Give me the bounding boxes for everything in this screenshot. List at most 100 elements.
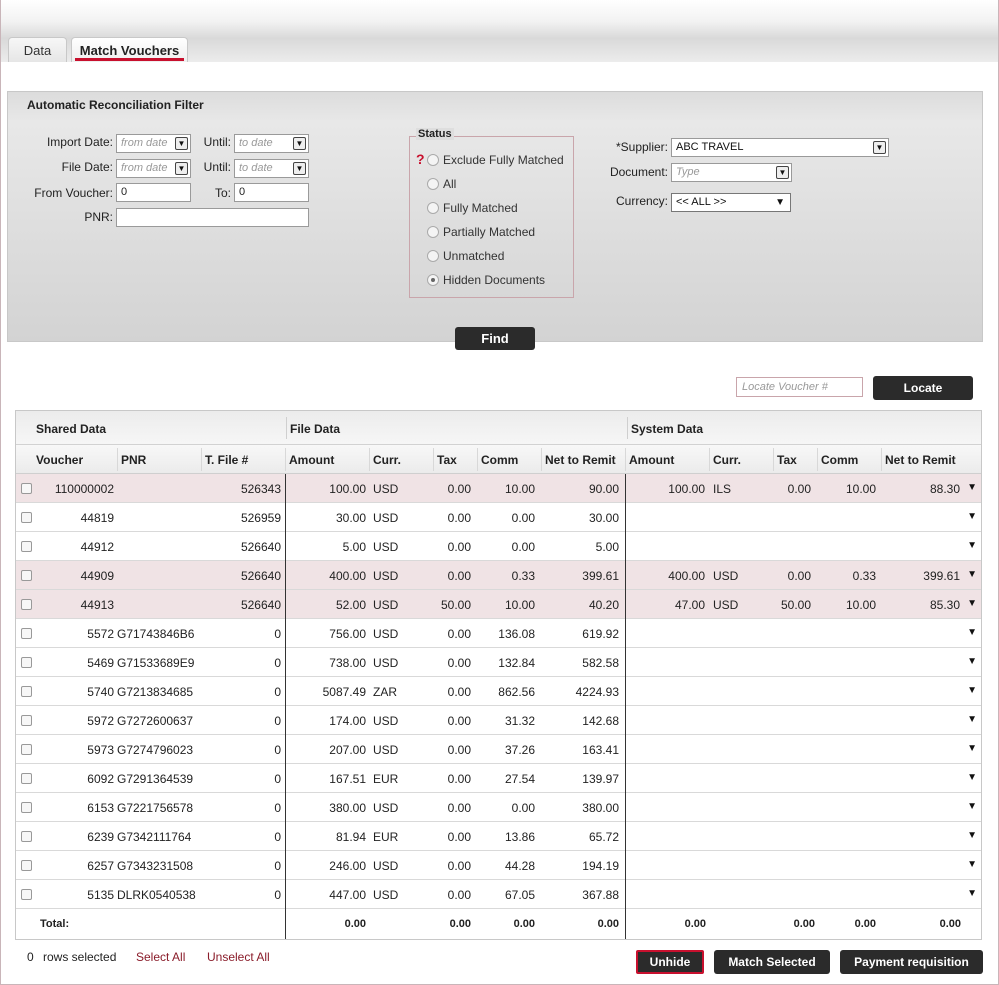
row-checkbox[interactable] <box>21 686 32 697</box>
col-tfile[interactable]: T. File # <box>205 453 249 467</box>
file-date-until-field[interactable]: to date ▼ <box>234 159 309 178</box>
row-checkbox[interactable] <box>21 570 32 581</box>
row-dropdown-icon[interactable]: ▼ <box>967 888 977 899</box>
col-sys-curr[interactable]: Curr. <box>713 453 742 467</box>
currency-select[interactable]: << ALL >> ▼ <box>671 193 791 212</box>
find-button[interactable]: Find <box>455 327 535 350</box>
table-row[interactable]: 6092 G7291364539 0 167.51 EUR 0.00 27.54 139.97… <box>16 764 981 793</box>
table-row[interactable]: 5972 G7272600637 0 174.00 USD 0.00 31.32 142.68… <box>16 706 981 735</box>
row-dropdown-icon[interactable]: ▼ <box>967 830 977 841</box>
row-checkbox[interactable] <box>21 831 32 842</box>
row-checkbox[interactable] <box>21 541 32 552</box>
table-row[interactable]: 5740 G7213834685 0 5087.49 ZAR 0.00 862.56 4224… <box>16 677 981 706</box>
total-sys-amount: 0.00 <box>684 918 706 930</box>
row-dropdown-icon[interactable]: ▼ <box>967 685 977 696</box>
row-dropdown-icon[interactable]: ▼ <box>967 801 977 812</box>
table-row[interactable]: 5973 G7274796023 0 207.00 USD 0.00 37.26 163.41… <box>16 735 981 764</box>
match-selected-button[interactable]: Match Selected <box>714 950 830 974</box>
pnr-input[interactable] <box>116 208 309 227</box>
chevron-down-icon[interactable]: ▼ <box>175 137 188 150</box>
row-dropdown-icon[interactable]: ▼ <box>967 714 977 725</box>
cell-f-curr: EUR <box>373 830 399 844</box>
payment-requisition-button[interactable]: Payment requisition <box>840 950 983 974</box>
row-dropdown-icon[interactable]: ▼ <box>967 656 977 667</box>
row-checkbox[interactable] <box>21 483 32 494</box>
table-row[interactable]: 110000002 526343 100.00 USD 0.00 10.00 90.00 10… <box>16 474 981 503</box>
table-row[interactable]: 44913 526640 52.00 USD 50.00 10.00 40.20 47.00 U… <box>16 590 981 619</box>
row-dropdown-icon[interactable]: ▼ <box>967 482 977 493</box>
locate-button[interactable]: Locate <box>873 376 973 400</box>
row-checkbox[interactable] <box>21 628 32 639</box>
table-row[interactable]: 5135 DLRK0540538 0 447.00 USD 0.00 67.05 367.88… <box>16 880 981 909</box>
table-row[interactable]: 44819 526959 30.00 USD 0.00 0.00 30.00 ▼ <box>16 503 981 532</box>
table-row[interactable]: 5572 G71743846B6 0 756.00 USD 0.00 136.08 619.9… <box>16 619 981 648</box>
col-file-net[interactable]: Net to Remit <box>545 453 616 467</box>
table-row[interactable]: 44912 526640 5.00 USD 0.00 0.00 5.00 ▼ <box>16 532 981 561</box>
chevron-down-icon[interactable]: ▼ <box>175 162 188 175</box>
row-dropdown-icon[interactable]: ▼ <box>967 859 977 870</box>
tab-match-vouchers[interactable]: Match Vouchers <box>71 37 188 62</box>
radio-selected-icon[interactable] <box>427 274 439 286</box>
total-file-net: 0.00 <box>597 918 619 930</box>
col-file-tax[interactable]: Tax <box>437 453 457 467</box>
chevron-down-icon[interactable]: ▼ <box>776 166 789 179</box>
radio-icon[interactable] <box>427 226 439 238</box>
radio-icon[interactable] <box>427 202 439 214</box>
cell-pnr: G7342111764 <box>117 830 192 844</box>
import-date-label: Import Date: <box>46 135 113 149</box>
table-row[interactable]: 6153 G7221756578 0 380.00 USD 0.00 0.00 380.00 ▼ <box>16 793 981 822</box>
row-checkbox[interactable] <box>21 860 32 871</box>
row-checkbox[interactable] <box>21 657 32 668</box>
table-row[interactable]: 5469 G71533689E9 0 738.00 USD 0.00 132.84 582.5… <box>16 648 981 677</box>
col-sys-net[interactable]: Net to Remit <box>885 453 956 467</box>
col-pnr[interactable]: PNR <box>121 453 147 467</box>
row-dropdown-icon[interactable]: ▼ <box>967 540 977 551</box>
col-sys-comm[interactable]: Comm <box>821 453 859 467</box>
row-checkbox[interactable] <box>21 744 32 755</box>
table-row[interactable]: 6239 G7342111764 0 81.94 EUR 0.00 13.86 65.72 ▼ <box>16 822 981 851</box>
row-checkbox[interactable] <box>21 889 32 900</box>
cell-f-curr: USD <box>373 801 399 815</box>
row-dropdown-icon[interactable]: ▼ <box>967 743 977 754</box>
supplier-select[interactable]: ABC TRAVEL ▼ <box>671 138 889 157</box>
radio-icon[interactable] <box>427 250 439 262</box>
col-voucher[interactable]: Voucher <box>36 453 84 467</box>
chevron-down-icon[interactable]: ▼ <box>293 162 306 175</box>
row-dropdown-icon[interactable]: ▼ <box>967 569 977 580</box>
import-date-from-field[interactable]: from date ▼ <box>116 134 191 153</box>
reconciliation-filter-panel: Automatic Reconciliation Filter Import D… <box>7 91 983 350</box>
file-date-from-field[interactable]: from date ▼ <box>116 159 191 178</box>
row-checkbox[interactable] <box>21 512 32 523</box>
chevron-down-icon[interactable]: ▼ <box>775 197 785 208</box>
select-all-link[interactable]: Select All <box>136 950 186 964</box>
unhide-button[interactable]: Unhide <box>636 950 704 974</box>
row-checkbox[interactable] <box>21 715 32 726</box>
row-dropdown-icon[interactable]: ▼ <box>967 598 977 609</box>
table-row[interactable]: 6257 G7343231508 0 246.00 USD 0.00 44.28 194.19… <box>16 851 981 880</box>
tab-data[interactable]: Data <box>8 37 67 62</box>
document-type-select[interactable]: Type ▼ <box>671 163 792 182</box>
chevron-down-icon[interactable]: ▼ <box>293 137 306 150</box>
locate-voucher-input[interactable]: Locate Voucher # <box>736 377 863 397</box>
help-icon[interactable]: ? <box>416 151 425 167</box>
col-file-comm[interactable]: Comm <box>481 453 519 467</box>
table-row[interactable]: 44909 526640 400.00 USD 0.00 0.33 399.61 400.00… <box>16 561 981 590</box>
chevron-down-icon[interactable]: ▼ <box>873 141 886 154</box>
import-date-until-field[interactable]: to date ▼ <box>234 134 309 153</box>
row-checkbox[interactable] <box>21 599 32 610</box>
row-checkbox[interactable] <box>21 802 32 813</box>
unselect-all-link[interactable]: Unselect All <box>207 950 270 964</box>
col-file-amount[interactable]: Amount <box>289 453 335 467</box>
row-dropdown-icon[interactable]: ▼ <box>967 772 977 783</box>
radio-icon[interactable] <box>427 178 439 190</box>
col-sys-tax[interactable]: Tax <box>777 453 797 467</box>
col-file-curr[interactable]: Curr. <box>373 453 402 467</box>
row-dropdown-icon[interactable]: ▼ <box>967 511 977 522</box>
from-voucher-input[interactable]: 0 <box>116 183 191 202</box>
col-sys-amount[interactable]: Amount <box>629 453 675 467</box>
row-checkbox[interactable] <box>21 773 32 784</box>
radio-icon[interactable] <box>427 154 439 166</box>
to-voucher-input[interactable]: 0 <box>234 183 309 202</box>
row-dropdown-icon[interactable]: ▼ <box>967 627 977 638</box>
cell-tfile: 0 <box>274 743 281 757</box>
